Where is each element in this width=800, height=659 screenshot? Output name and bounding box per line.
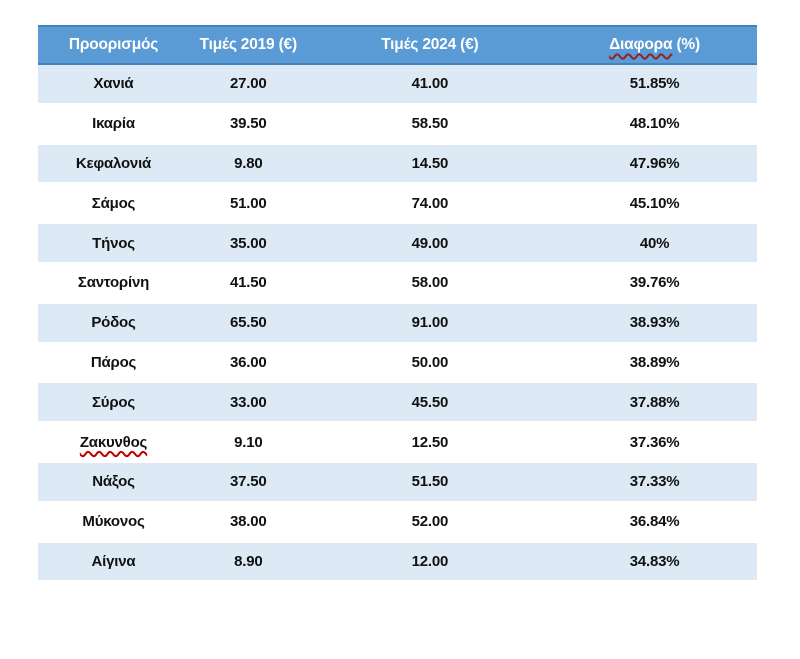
table-row: Τήνος 35.00 49.00 40% <box>38 224 757 264</box>
cell-price-2019: 39.50 <box>188 104 308 145</box>
table-row: Νάξος 37.50 51.50 37.33% <box>38 462 757 503</box>
cell-destination: Ζακυνθος <box>38 423 189 463</box>
cell-price-2024: 12.50 <box>307 423 553 463</box>
table-row: Κεφαλονιά 9.80 14.50 47.96% <box>38 144 757 185</box>
cell-destination: Ρόδος <box>38 303 189 344</box>
cell-price-2024: 45.50 <box>307 383 553 424</box>
cell-price-2024: 49.00 <box>307 224 553 264</box>
cell-destination: Ικαρία <box>38 104 189 145</box>
cell-destination: Μύκονος <box>38 502 189 543</box>
cell-difference: 37.36% <box>552 423 757 463</box>
cell-difference: 40% <box>552 224 757 264</box>
table-row: Ρόδος 65.50 91.00 38.93% <box>38 303 757 344</box>
cell-price-2019: 65.50 <box>188 303 308 344</box>
destination-label: Κεφαλονιά <box>75 154 152 172</box>
table-row: Σαντορίνη 41.50 58.00 39.76% <box>38 263 757 304</box>
cell-price-2019: 8.90 <box>188 542 308 583</box>
cell-price-2024: 58.50 <box>307 104 553 145</box>
cell-destination: Νάξος <box>38 462 189 503</box>
cell-price-2024: 14.50 <box>307 144 553 185</box>
cell-price-2019: 9.10 <box>188 423 308 463</box>
cell-difference: 51.85% <box>552 65 757 105</box>
cell-difference: 38.93% <box>552 303 757 344</box>
cell-price-2024: 51.50 <box>307 462 553 503</box>
cell-price-2019: 51.00 <box>188 184 308 225</box>
cell-difference: 47.96% <box>552 144 757 185</box>
cell-difference: 34.83% <box>552 542 757 583</box>
table-body: Χανιά 27.00 41.00 51.85% Ικαρία 39.50 58… <box>38 65 757 583</box>
cell-destination: Σύρος <box>38 383 189 424</box>
header-difference-suffix: (%) <box>672 36 700 53</box>
destination-label: Τήνος <box>92 234 135 252</box>
table-row: Ζακυνθος 9.10 12.50 37.36% <box>38 423 757 463</box>
table-header-row: Προορισμός Τιμές 2019 (€) Τιμές 2024 (€)… <box>38 25 757 65</box>
destination-label: Σαντορίνη <box>77 274 150 292</box>
cell-destination: Τήνος <box>38 224 189 264</box>
table-row: Αίγινα 8.90 12.00 34.83% <box>38 542 757 583</box>
destination-label: Νάξος <box>92 473 135 491</box>
cell-destination: Κεφαλονιά <box>38 144 189 185</box>
cell-difference: 37.33% <box>552 462 757 503</box>
header-price-2019-label: Τιμές 2019 (€) <box>199 36 297 53</box>
header-price-2024-label: Τιμές 2024 (€) <box>381 36 479 53</box>
cell-difference: 48.10% <box>552 104 757 145</box>
header-destination: Προορισμός <box>38 25 189 65</box>
cell-destination: Αίγινα <box>38 542 189 583</box>
destination-label: Χανιά <box>93 75 134 93</box>
cell-difference: 37.88% <box>552 383 757 424</box>
destination-label: Πάρος <box>90 353 137 371</box>
table-row: Σύρος 33.00 45.50 37.88% <box>38 383 757 424</box>
header-difference-word-misspelled: Διαφορα <box>609 36 673 53</box>
cell-price-2024: 58.00 <box>307 263 553 304</box>
table-row: Σάμος 51.00 74.00 45.10% <box>38 184 757 225</box>
cell-destination: Σάμος <box>38 184 189 225</box>
header-price-2024: Τιμές 2024 (€) <box>307 25 553 65</box>
header-destination-label: Προορισμός <box>68 36 159 53</box>
ferry-price-table: Προορισμός Τιμές 2019 (€) Τιμές 2024 (€)… <box>38 25 757 583</box>
cell-difference: 38.89% <box>552 343 757 384</box>
table-row: Μύκονος 38.00 52.00 36.84% <box>38 502 757 543</box>
cell-price-2019: 35.00 <box>188 224 308 264</box>
destination-label: Ρόδος <box>91 314 136 332</box>
cell-price-2019: 9.80 <box>188 144 308 185</box>
table-row: Ικαρία 39.50 58.50 48.10% <box>38 104 757 145</box>
table-header: Προορισμός Τιμές 2019 (€) Τιμές 2024 (€)… <box>38 25 757 65</box>
cell-price-2024: 41.00 <box>307 65 553 105</box>
table-row: Χανιά 27.00 41.00 51.85% <box>38 65 757 105</box>
cell-price-2019: 38.00 <box>188 502 308 543</box>
cell-destination: Χανιά <box>38 65 189 105</box>
destination-label: Σάμος <box>91 194 136 212</box>
table-row: Πάρος 36.00 50.00 38.89% <box>38 343 757 384</box>
cell-price-2019: 36.00 <box>188 343 308 384</box>
destination-label-misspelled: Ζακυνθος <box>79 433 148 451</box>
cell-price-2024: 74.00 <box>307 184 553 225</box>
destination-label: Μύκονος <box>82 513 145 531</box>
destination-label: Αίγινα <box>91 552 136 570</box>
ferry-price-table-container: Προορισμός Τιμές 2019 (€) Τιμές 2024 (€)… <box>38 25 757 583</box>
destination-label: Ικαρία <box>92 115 135 133</box>
destination-label: Σύρος <box>92 393 135 411</box>
cell-price-2019: 37.50 <box>188 462 308 503</box>
cell-price-2019: 33.00 <box>188 383 308 424</box>
cell-price-2019: 41.50 <box>188 263 308 304</box>
header-price-2019: Τιμές 2019 (€) <box>188 25 308 65</box>
cell-destination: Σαντορίνη <box>38 263 189 304</box>
cell-price-2024: 52.00 <box>307 502 553 543</box>
cell-difference: 36.84% <box>552 502 757 543</box>
cell-difference: 45.10% <box>552 184 757 225</box>
cell-destination: Πάρος <box>38 343 189 384</box>
cell-difference: 39.76% <box>552 263 757 304</box>
cell-price-2019: 27.00 <box>188 65 308 105</box>
cell-price-2024: 91.00 <box>307 303 553 344</box>
header-difference: Διαφορα (%) <box>552 25 757 65</box>
cell-price-2024: 12.00 <box>307 542 553 583</box>
cell-price-2024: 50.00 <box>307 343 553 384</box>
